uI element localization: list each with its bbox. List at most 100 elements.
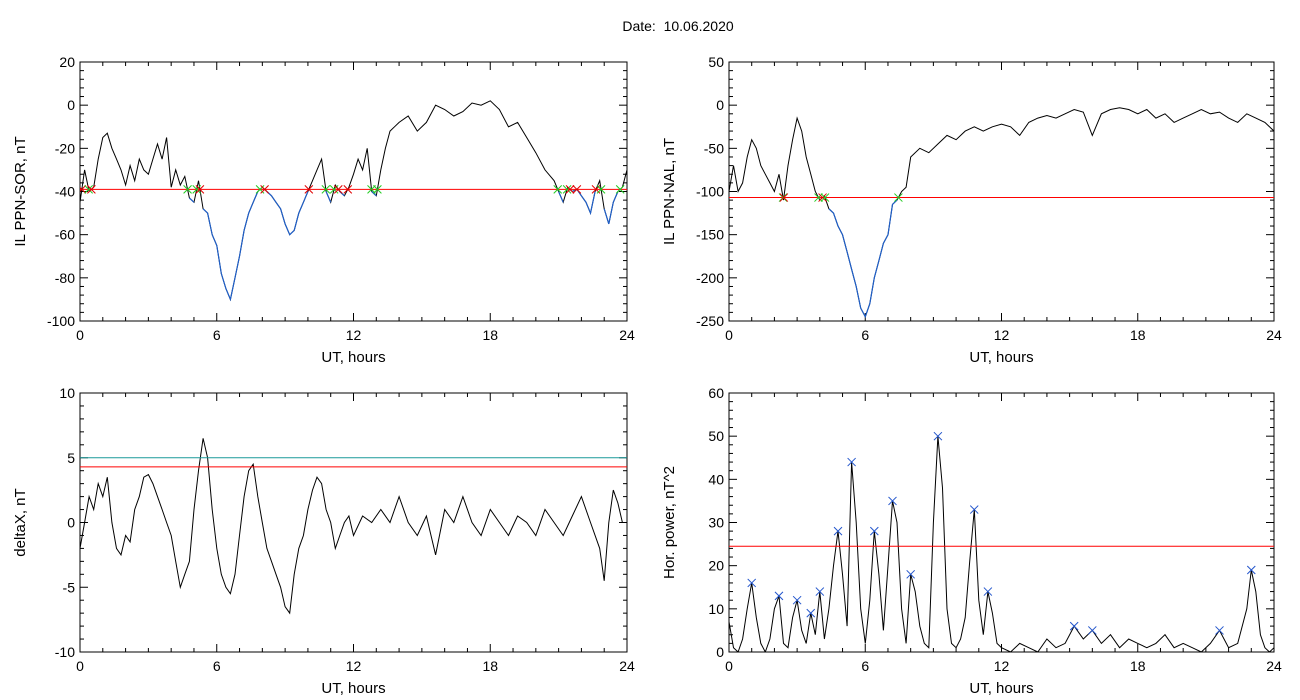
y-axis-label: Hor. power, nT^2	[661, 466, 678, 579]
y-axis-label: deltaX, nT	[12, 488, 29, 556]
y-tick-label: -40	[55, 184, 75, 200]
peak-marker	[792, 595, 802, 605]
chart-deltax: 0 6 12 18 24 -10 -5 0 5 10 UT, hours deltaX, nT	[12, 385, 635, 697]
x-tick-label: 0	[76, 327, 84, 343]
threshold-crossing-marker	[304, 184, 314, 194]
y-axis-label: IL PPN-NAL, nT	[661, 138, 678, 245]
y-tick-label: 30	[708, 515, 724, 531]
series-below-threshold	[603, 191, 619, 225]
peak-marker	[815, 587, 825, 596]
x-tick-label: 24	[1266, 658, 1282, 674]
threshold-crossing-marker	[329, 184, 339, 194]
series-below-threshold	[828, 199, 898, 319]
threshold-crossing-marker	[779, 193, 789, 202]
x-tick-label: 18	[1130, 327, 1146, 343]
y-tick-label: 0	[67, 515, 75, 531]
y-tick-label: 0	[67, 97, 75, 113]
threshold-crossing-marker	[87, 184, 96, 194]
threshold-crossing-marker	[562, 184, 572, 194]
x-tick-label: 24	[1266, 327, 1282, 343]
x-tick-label: 0	[725, 658, 733, 674]
y-tick-label: -150	[696, 227, 724, 243]
peak-marker	[774, 591, 784, 601]
threshold-crossing-marker	[255, 184, 265, 194]
threshold-crossing-marker	[192, 184, 202, 194]
y-tick-label: 5	[67, 450, 75, 466]
series-below-threshold	[325, 191, 332, 203]
x-tick-label: 12	[994, 327, 1010, 343]
plot-area	[729, 107, 1274, 319]
page-title: Date: 10.06.2020	[622, 18, 734, 34]
threshold-crossing-marker	[84, 184, 94, 194]
y-tick-label: 0	[716, 644, 724, 660]
x-tick-label: 6	[861, 327, 869, 343]
y-tick-label: 0	[716, 97, 724, 113]
x-tick-label: 0	[76, 658, 84, 674]
threshold-crossing-marker	[572, 184, 582, 194]
peak-marker	[983, 587, 993, 596]
peak-marker	[1215, 626, 1224, 635]
series-line	[80, 438, 627, 615]
x-axis-label: UT, hours	[321, 349, 385, 366]
threshold-crossing-marker	[183, 184, 192, 194]
x-axis-label: UT, hours	[321, 680, 385, 697]
chart-il-ppn-sor: 0 6 12 18 24 -100 -80 -60 -40 -20 0 20 UT, hours IL P…	[12, 54, 635, 366]
x-tick-label: 18	[1130, 658, 1146, 674]
peak-marker	[833, 526, 843, 536]
peak-marker	[1069, 621, 1079, 631]
series-line	[729, 436, 1274, 652]
x-tick-label: 18	[482, 658, 498, 674]
peak-marker	[1246, 565, 1256, 575]
y-tick-label: -100	[696, 184, 724, 200]
series-below-threshold	[266, 191, 309, 236]
y-tick-label: -250	[696, 313, 724, 329]
peak-marker	[888, 496, 897, 506]
x-axis-label: UT, hours	[969, 680, 1033, 697]
series-line	[80, 100, 627, 302]
threshold-crossing-marker	[333, 184, 343, 194]
y-tick-label: 50	[708, 428, 724, 444]
threshold-crossing-marker	[373, 184, 382, 194]
threshold-crossing-marker	[778, 193, 788, 202]
y-tick-label: 20	[59, 54, 75, 70]
x-tick-label: 24	[619, 327, 635, 343]
y-tick-label: 40	[708, 471, 724, 487]
plot-area	[729, 431, 1274, 652]
series-below-threshold	[558, 191, 564, 203]
y-tick-label: 10	[708, 601, 724, 617]
plot-frame	[79, 61, 628, 322]
threshold-crossing-marker	[343, 184, 353, 194]
series-below-threshold	[202, 191, 259, 302]
y-tick-label: -200	[696, 270, 724, 286]
y-axis-label: IL PPN-SOR, nT	[12, 136, 29, 246]
threshold-crossing-marker	[565, 184, 575, 194]
peak-marker	[969, 505, 979, 514]
plot-frame	[728, 61, 1275, 322]
y-tick-label: -100	[47, 313, 75, 329]
chart-hor-power: 0 6 12 18 24 0 10 20 30 40 50 60 UT, hours Hor. power…	[661, 385, 1282, 697]
y-tick-label: -10	[55, 644, 75, 660]
x-tick-label: 12	[346, 658, 362, 674]
threshold-crossing-marker	[615, 184, 625, 194]
threshold-crossing-marker	[894, 193, 903, 202]
y-tick-label: -5	[63, 579, 76, 595]
y-tick-label: -50	[704, 140, 724, 156]
x-tick-label: 12	[346, 327, 362, 343]
series-below-threshold	[371, 191, 377, 197]
x-axis-label: UT, hours	[969, 349, 1033, 366]
peak-marker	[933, 431, 943, 441]
series-below-threshold	[572, 188, 596, 216]
threshold-crossing-marker	[818, 193, 827, 202]
peak-marker	[906, 569, 916, 579]
chart-il-ppn-nal: 0 6 12 18 24 -250 -200 -150 -100 -50 0 50 UT, hours I…	[661, 54, 1282, 366]
y-tick-label: 50	[708, 54, 724, 70]
y-tick-label: -60	[55, 227, 75, 243]
x-tick-label: 6	[213, 327, 221, 343]
threshold-crossing-marker	[596, 184, 606, 194]
series-line	[729, 107, 1274, 318]
plot-frame	[79, 392, 628, 653]
series-below-threshold	[188, 197, 195, 203]
plot-area	[80, 100, 627, 302]
peak-marker	[847, 457, 856, 467]
